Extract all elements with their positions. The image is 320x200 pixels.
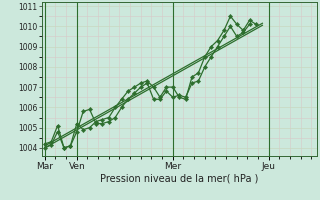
X-axis label: Pression niveau de la mer( hPa ): Pression niveau de la mer( hPa ): [100, 173, 258, 183]
